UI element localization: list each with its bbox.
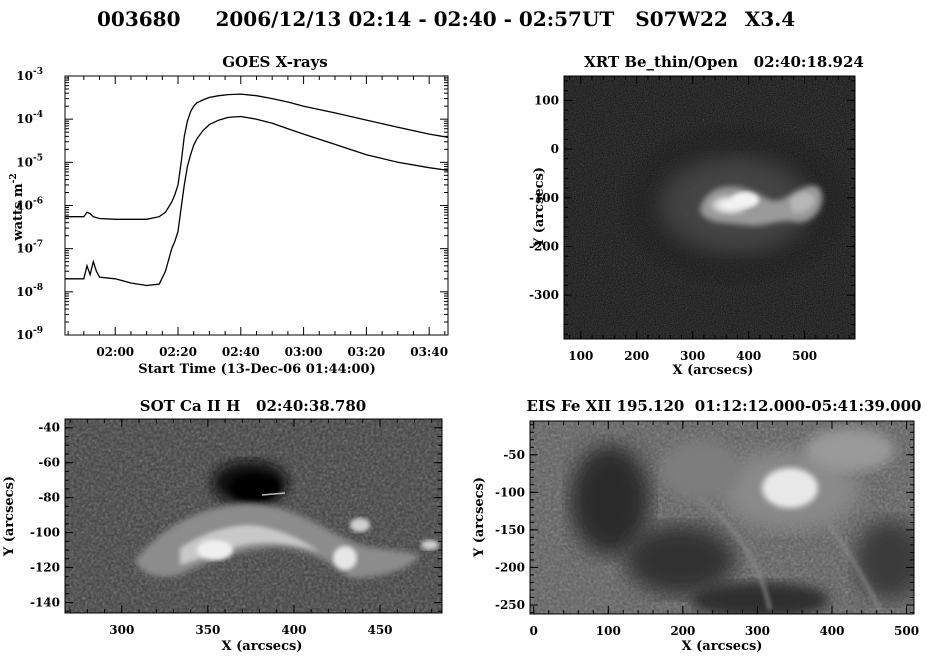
eis-panel: EIS Fe XII 195.120 01:12:12.000-05:41:39…: [472, 397, 922, 654]
xrt-y-axis-label: Y (arcsecs): [532, 167, 547, 248]
goes-y-tick-label: 10-4: [16, 110, 43, 126]
location: S07W22: [635, 7, 728, 31]
goes-y-axis-label: watts m-2: [9, 173, 26, 241]
eis-y-tick-label: -200: [495, 560, 525, 574]
xrt-image: [564, 76, 855, 339]
sot-x-tick-label: 400: [281, 623, 306, 637]
goes-x-tick-label: 03:00: [285, 345, 323, 359]
sot-y-tick-label: -40: [38, 421, 60, 435]
goes-y-tick-label: 10-5: [16, 153, 43, 169]
goes-y-axis-label-base: watts m: [11, 183, 26, 241]
xrt-x-tick-label: 200: [624, 349, 649, 363]
goes-title: GOES X-rays: [222, 53, 327, 71]
goes-y-tick-label: 10-7: [16, 240, 43, 256]
sot-y-tick-label: -100: [30, 526, 60, 540]
goes-x-tick-label: 02:20: [159, 345, 197, 359]
goes-y-tick-label: 10-9: [16, 326, 43, 342]
sot-y-tick-label: -60: [38, 456, 60, 470]
eis-x-tick-label: 300: [745, 624, 770, 638]
goes-y-tick-label: 10-3: [16, 67, 43, 83]
eis-y-axis-label: Y (arcsecs): [472, 477, 487, 558]
eis-ticks: 0 100 200 300 400 500 -50 -100 -150 -200 -250: [495, 421, 919, 638]
eis-y-tick-label: -250: [495, 598, 525, 612]
sot-x-tick-label: 450: [367, 623, 392, 637]
eis-x-tick-label: 500: [894, 624, 919, 638]
goes-series-line-2: [65, 115, 449, 287]
sot-y-tick-label: -120: [30, 561, 60, 575]
xrt-x-tick-label: 500: [792, 349, 817, 363]
goes-ticks: 10-910-810-710-610-510-410-302:00 02:20 02…: [16, 67, 448, 359]
goes-plot-frame: [64, 75, 449, 336]
eis-x-tick-label: 100: [596, 624, 621, 638]
goes-y-tick-exp: -7: [33, 240, 43, 250]
goes-y-tick-base: 10: [16, 155, 33, 169]
sot-y-axis-label: Y (arcsecs): [2, 476, 17, 557]
goes-y-tick-base: 10: [16, 285, 33, 299]
goes-series-line-1: [65, 93, 449, 220]
event-id: 003680: [97, 7, 181, 31]
xrt-y-tick-label: -300: [529, 288, 559, 302]
xrt-x-tick-label: 100: [568, 349, 593, 363]
xrt-y-tick-label: 100: [534, 93, 559, 107]
goes-x-tick-label: 02:40: [222, 345, 260, 359]
goes-series: [65, 93, 449, 287]
eis-x-tick-label: 200: [670, 624, 695, 638]
goes-y-tick-exp: -4: [33, 110, 43, 120]
xrt-ticks: 100 200 300 400 500 100 0 -100 -200 -300: [529, 76, 855, 363]
xrt-x-axis-label: X (arcsecs): [673, 363, 754, 378]
goes-y-tick-exp: -5: [33, 153, 43, 163]
eis-x-axis-label: X (arcsecs): [682, 639, 763, 654]
goes-y-tick-label: 10-6: [16, 197, 43, 213]
eis-x-tick-label: 0: [530, 624, 538, 638]
sot-x-tick-label: 300: [109, 623, 134, 637]
goes-y-tick-exp: -6: [33, 197, 43, 207]
goes-panel: GOES X-rays 10-910-810-710-610-510-410-3…: [9, 53, 449, 377]
goes-y-tick-exp: -3: [33, 67, 43, 77]
xrt-y-tick-label: 0: [551, 142, 559, 156]
eis-y-tick-label: -50: [503, 448, 525, 462]
goes-y-tick-base: 10: [16, 242, 33, 256]
eis-x-tick-label: 400: [819, 624, 844, 638]
goes-x-axis-label: Start Time (13-Dec-06 01:44:00): [138, 362, 376, 377]
goes-y-axis-label-exp: -2: [9, 173, 19, 183]
goes-y-tick-base: 10: [16, 199, 33, 213]
sot-x-axis-label: X (arcsecs): [222, 639, 303, 654]
sot-image: [65, 419, 442, 613]
goes-x-tick-label: 02:00: [96, 345, 134, 359]
goes-x-tick-label: 03:20: [347, 345, 385, 359]
goes-class: X3.4: [745, 7, 795, 31]
eis-plot-frame: [529, 420, 915, 615]
xrt-title: XRT Be_thin/Open 02:40:18.924: [584, 53, 864, 71]
goes-x-tick-label: 03:40: [410, 345, 448, 359]
sot-y-tick-label: -80: [38, 491, 60, 505]
xrt-y-tick-label: -100: [529, 191, 559, 205]
goes-y-tick-label: 10-8: [16, 283, 43, 299]
xrt-y-tick-label: -200: [529, 239, 559, 253]
eis-image: [530, 421, 914, 614]
eis-y-tick-label: -150: [495, 523, 525, 537]
xrt-x-tick-label: 400: [736, 349, 761, 363]
goes-y-tick-exp: -8: [33, 283, 43, 293]
xrt-x-tick-label: 300: [680, 349, 705, 363]
sot-y-tick-label: -140: [30, 596, 60, 610]
goes-y-tick-base: 10: [16, 69, 33, 83]
sot-ticks: 300 350 400 450 -40 -60 -80 -100 -120 -140: [30, 418, 442, 637]
sot-plot-frame: [64, 418, 443, 614]
eis-title: EIS Fe XII 195.120 01:12:12.000-05:41:39…: [527, 397, 922, 415]
goes-y-tick-base: 10: [16, 112, 33, 126]
goes-y-tick-base: 10: [16, 328, 33, 342]
sot-x-tick-label: 350: [195, 623, 220, 637]
goes-y-tick-exp: -9: [33, 326, 43, 336]
sot-title: SOT Ca II H 02:40:38.780: [140, 397, 367, 415]
sot-panel: SOT Ca II H 02:40:38.780 300 350 400 450 -40…: [2, 397, 443, 654]
xrt-panel: XRT Be_thin/Open 02:40:18.924 100 200 300 4…: [529, 53, 864, 378]
header-title: 003680 2006/12/13 02:14 - 02:40 - 02:57U…: [97, 7, 795, 31]
time-range: 2006/12/13 02:14 - 02:40 - 02:57UT: [215, 7, 614, 31]
eis-y-tick-label: -100: [495, 485, 525, 499]
